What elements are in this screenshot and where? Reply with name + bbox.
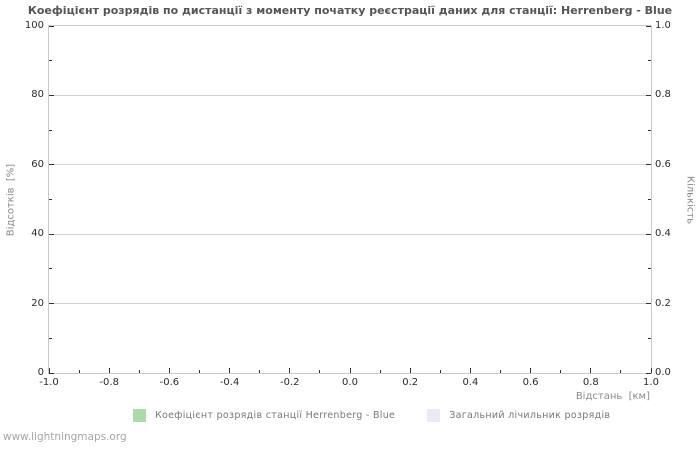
right-axis-tick-label: 0.4	[655, 228, 671, 240]
tick-mark	[108, 368, 110, 373]
tick-mark	[409, 368, 411, 373]
left-axis-tick-label: 100	[24, 20, 44, 31]
tick-mark	[650, 368, 652, 373]
left-axis-tick-label: 0	[37, 367, 44, 378]
plot-area	[48, 25, 652, 374]
tick-mark	[49, 303, 54, 305]
tick-mark	[469, 368, 471, 373]
x-axis-tick-label: 0.8	[582, 377, 599, 388]
minor-tick-mark	[648, 199, 651, 200]
right-axis-title: Кількість	[684, 175, 696, 225]
tick-mark	[49, 94, 54, 96]
tick-mark	[49, 372, 54, 374]
tick-mark	[49, 233, 54, 235]
tick-mark	[646, 372, 651, 374]
tick-mark	[49, 164, 54, 166]
minor-tick-mark	[49, 129, 52, 131]
gridline	[49, 94, 651, 96]
tick-mark	[530, 368, 532, 373]
x-axis-tick-label: 0.0	[342, 377, 358, 388]
minor-tick-mark	[49, 60, 52, 62]
gridline	[49, 303, 651, 305]
left-axis-tick-label: 40	[31, 228, 44, 240]
minor-tick-mark	[648, 337, 651, 339]
x-axis-tick-label: -0.8	[99, 377, 119, 388]
tick-mark	[646, 94, 651, 96]
legend-label: Коефіцієнт розрядів станції Herrenberg -…	[155, 410, 396, 421]
legend-swatch-lavender	[427, 409, 441, 422]
minor-tick-mark	[49, 268, 52, 270]
x-axis-tick-label: -0.4	[219, 377, 240, 388]
tick-mark	[229, 368, 231, 373]
legend-item-station-ratio: Коефіцієнт розрядів станції Herrenberg -…	[133, 409, 395, 422]
legend-label: Загальний лічильник розрядів	[449, 410, 611, 421]
x-axis-tick-label: 1.0	[643, 377, 659, 388]
legend-swatch-green	[133, 409, 146, 422]
right-axis-tick-label: 0.6	[655, 158, 671, 170]
tick-mark	[48, 368, 50, 373]
minor-tick-mark	[49, 199, 52, 200]
minor-tick-mark	[500, 370, 501, 373]
minor-tick-mark	[620, 370, 622, 373]
minor-tick-mark	[560, 370, 562, 373]
minor-tick-mark	[259, 370, 261, 373]
minor-tick-mark	[319, 370, 321, 373]
minor-tick-mark	[439, 370, 441, 373]
gridline	[49, 164, 651, 166]
chart-title: Коефіцієнт розрядів по дистанції з момен…	[27, 4, 673, 17]
left-axis-tick-label: 20	[31, 297, 44, 309]
tick-mark	[49, 25, 54, 27]
left-axis-title: Відсотків [%]	[5, 163, 17, 237]
gridline	[49, 233, 651, 235]
minor-tick-mark	[138, 370, 140, 373]
tick-mark	[646, 25, 651, 27]
tick-mark	[646, 233, 651, 235]
tick-mark	[349, 368, 351, 373]
tick-mark	[646, 164, 651, 166]
minor-tick-mark	[648, 129, 651, 131]
minor-tick-mark	[648, 60, 651, 62]
tick-mark	[289, 368, 291, 373]
right-axis-tick-label: 0.8	[655, 89, 671, 101]
tick-mark	[168, 368, 170, 373]
watermark-link[interactable]: www.lightningmaps.org	[3, 431, 127, 443]
minor-tick-mark	[49, 337, 52, 339]
minor-tick-mark	[379, 370, 381, 373]
right-axis-tick-label: 0.0	[655, 367, 671, 378]
x-axis-tick-label: 0.6	[522, 377, 539, 388]
legend-item-total-counter: Загальний лічильник розрядів	[427, 409, 610, 422]
x-axis-tick-label: -1.0	[39, 377, 59, 388]
right-axis-tick-label: 1.0	[655, 20, 671, 31]
left-axis-tick-label: 60	[31, 158, 44, 170]
x-axis-title: Відстань [км]	[575, 391, 650, 402]
x-axis-tick-label: 0.2	[402, 377, 419, 388]
tick-mark	[646, 303, 651, 305]
left-axis-tick-label: 80	[31, 89, 44, 101]
legend: Коефіцієнт розрядів станції Herrenberg -…	[133, 409, 610, 422]
x-axis-tick-label: -0.2	[280, 377, 300, 388]
x-axis-tick-label: -0.6	[159, 377, 180, 388]
minor-tick-mark	[648, 268, 651, 270]
tick-mark	[590, 368, 592, 373]
x-axis-tick-label: 0.4	[462, 377, 479, 388]
right-axis-tick-label: 0.2	[655, 297, 671, 309]
minor-tick-mark	[78, 370, 80, 373]
minor-tick-mark	[199, 370, 200, 373]
